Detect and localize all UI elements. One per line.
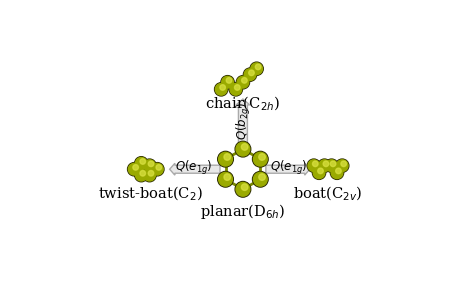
Circle shape xyxy=(241,144,248,150)
Circle shape xyxy=(136,157,147,169)
Circle shape xyxy=(215,83,228,96)
Circle shape xyxy=(307,159,320,172)
Circle shape xyxy=(330,161,336,167)
Circle shape xyxy=(259,154,265,160)
Circle shape xyxy=(318,168,323,174)
Text: twist-boat(C$_2$): twist-boat(C$_2$) xyxy=(98,185,203,203)
Circle shape xyxy=(323,161,328,167)
Circle shape xyxy=(219,173,232,186)
Circle shape xyxy=(215,84,227,95)
Circle shape xyxy=(255,64,261,70)
Circle shape xyxy=(235,85,240,90)
Circle shape xyxy=(218,172,233,187)
Circle shape xyxy=(254,173,267,186)
Text: $Q(e_{1g})$: $Q(e_{1g})$ xyxy=(175,159,213,177)
Circle shape xyxy=(235,141,251,157)
Circle shape xyxy=(143,169,156,182)
Circle shape xyxy=(128,163,141,176)
Circle shape xyxy=(221,76,234,89)
Circle shape xyxy=(330,166,344,179)
Circle shape xyxy=(143,159,156,172)
Circle shape xyxy=(140,170,146,176)
Circle shape xyxy=(236,182,250,196)
Circle shape xyxy=(128,163,140,175)
Circle shape xyxy=(224,174,230,180)
Circle shape xyxy=(337,160,348,172)
Circle shape xyxy=(242,78,247,83)
Circle shape xyxy=(148,170,154,176)
Circle shape xyxy=(308,160,319,172)
Circle shape xyxy=(326,160,337,172)
Circle shape xyxy=(135,169,148,182)
FancyArrow shape xyxy=(266,163,310,175)
Circle shape xyxy=(241,184,248,190)
Circle shape xyxy=(313,167,325,179)
Text: $Q(b_{2g})$: $Q(b_{2g})$ xyxy=(235,102,253,140)
Circle shape xyxy=(336,159,349,172)
Circle shape xyxy=(224,154,230,160)
Circle shape xyxy=(237,76,249,89)
Circle shape xyxy=(254,152,267,166)
Circle shape xyxy=(229,83,243,96)
Circle shape xyxy=(230,84,242,95)
Text: planar(D$_{6h}$): planar(D$_{6h}$) xyxy=(200,202,286,221)
Circle shape xyxy=(220,85,226,90)
Circle shape xyxy=(244,69,256,80)
Circle shape xyxy=(219,152,232,166)
FancyArrow shape xyxy=(236,99,250,147)
Circle shape xyxy=(148,161,154,167)
Circle shape xyxy=(218,151,233,167)
Circle shape xyxy=(331,167,343,179)
Circle shape xyxy=(253,151,268,167)
Circle shape xyxy=(156,165,162,170)
Circle shape xyxy=(318,159,331,172)
Circle shape xyxy=(144,169,155,181)
Text: boat(C$_{2v}$): boat(C$_{2v}$) xyxy=(293,185,363,203)
Circle shape xyxy=(319,160,330,172)
Circle shape xyxy=(133,165,138,170)
Circle shape xyxy=(237,76,249,88)
Text: chair(C$_{2h}$): chair(C$_{2h}$) xyxy=(205,95,281,113)
Circle shape xyxy=(222,76,233,88)
Circle shape xyxy=(243,68,256,81)
Circle shape xyxy=(312,166,326,179)
Circle shape xyxy=(144,160,155,172)
Circle shape xyxy=(226,78,232,83)
Circle shape xyxy=(235,181,251,197)
Circle shape xyxy=(250,62,263,76)
Circle shape xyxy=(312,161,318,167)
Circle shape xyxy=(135,157,148,170)
Circle shape xyxy=(336,168,341,174)
Circle shape xyxy=(236,142,250,156)
Circle shape xyxy=(249,70,254,76)
Circle shape xyxy=(259,174,265,180)
Circle shape xyxy=(152,163,163,175)
Circle shape xyxy=(151,163,164,176)
Circle shape xyxy=(140,159,146,164)
Circle shape xyxy=(253,172,268,187)
Text: $Q(e_{1g})$: $Q(e_{1g})$ xyxy=(270,159,307,177)
Circle shape xyxy=(136,169,147,181)
Circle shape xyxy=(341,161,346,167)
Circle shape xyxy=(251,63,263,75)
FancyArrow shape xyxy=(170,163,220,175)
Circle shape xyxy=(325,159,338,172)
